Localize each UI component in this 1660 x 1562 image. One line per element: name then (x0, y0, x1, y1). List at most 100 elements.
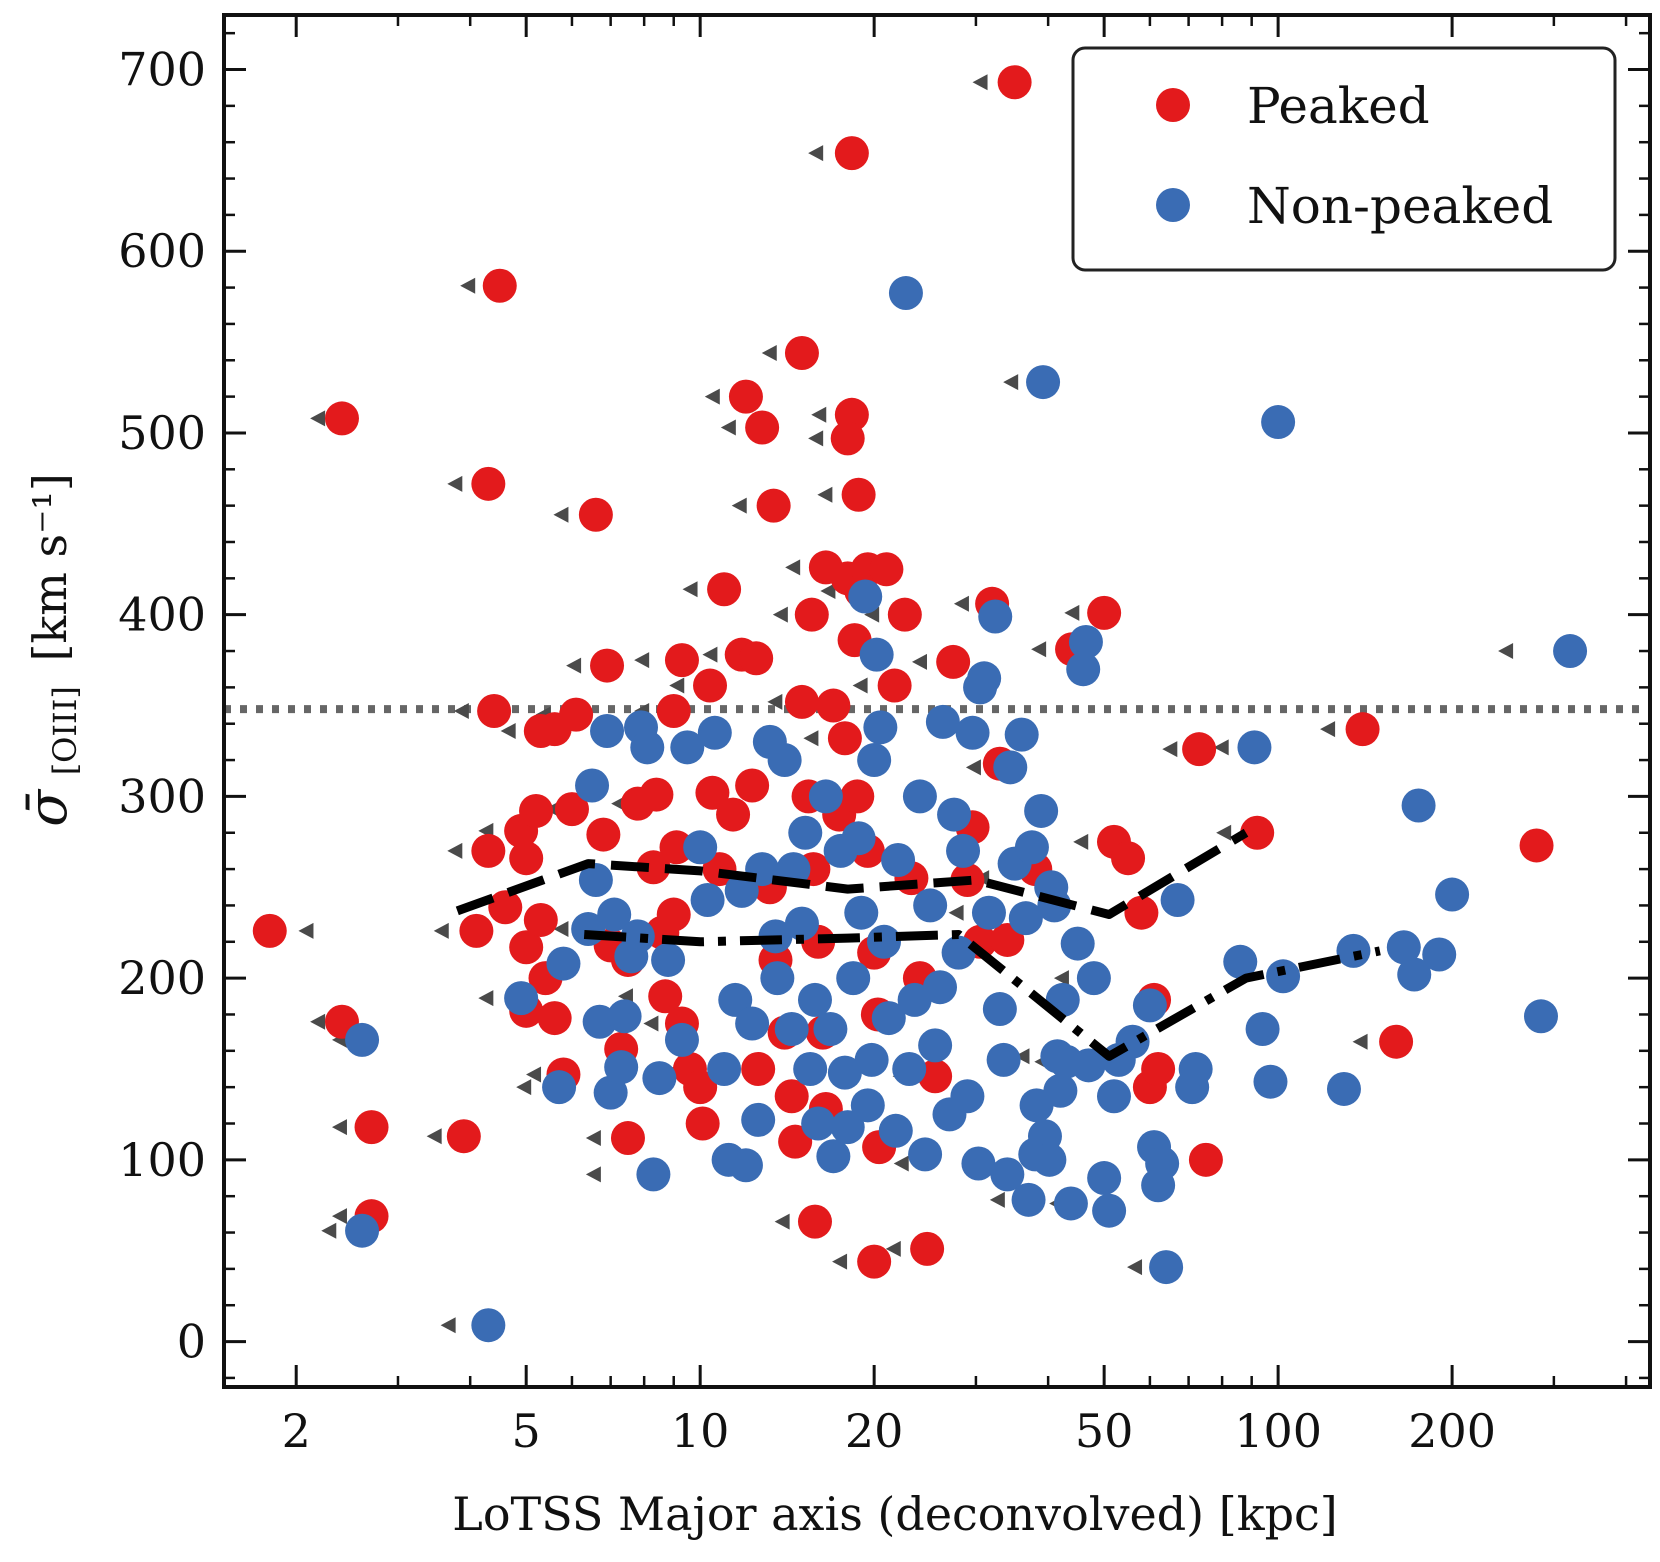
legend: Peaked Non-peaked (1071, 46, 1617, 272)
upper-limit-arrow (298, 922, 314, 939)
y-tick-label: 300 (118, 769, 206, 823)
point-peaked (685, 1106, 720, 1141)
point-peaked (877, 668, 912, 703)
point-peaked (741, 1051, 776, 1086)
point-non-peaked (978, 599, 1013, 634)
point-non-peaked (993, 750, 1028, 785)
upper-limit-arrow (634, 652, 650, 669)
upper-limit-arrow (885, 1240, 901, 1257)
x-tick-label: 2 (282, 1404, 311, 1458)
trend-lines (455, 828, 1381, 1061)
upper-limit-arrow (310, 410, 326, 427)
point-non-peaked (1092, 1193, 1127, 1228)
point-non-peaked (1435, 877, 1470, 912)
point-non-peaked (892, 1051, 927, 1086)
point-non-peaked (1076, 961, 1111, 996)
x-tick-label: 20 (845, 1404, 904, 1458)
x-tick-label: 10 (671, 1404, 730, 1458)
upper-limit-arrow (965, 759, 981, 776)
x-tick-label: 200 (1408, 1404, 1496, 1458)
point-non-peaked (1253, 1064, 1288, 1099)
point-non-peaked (888, 276, 923, 311)
upper-limit-arrow (1031, 641, 1047, 658)
point-non-peaked (941, 935, 976, 970)
point-peaked (683, 1070, 718, 1105)
point-peaked (756, 488, 791, 523)
point-peaked (648, 979, 683, 1014)
point-non-peaked (808, 779, 843, 814)
point-peaked (324, 401, 359, 436)
point-peaked (636, 850, 671, 885)
upper-limit-arrow (702, 646, 718, 663)
upper-limit-arrow (331, 1119, 347, 1136)
upper-limit-arrow (774, 1213, 790, 1230)
point-non-peaked (1024, 793, 1059, 828)
upper-limit-arrow (767, 693, 783, 710)
point-peaked (590, 648, 625, 683)
upper-limit-arrow (720, 419, 736, 436)
upper-limit-arrow (808, 145, 824, 162)
point-peaked (739, 641, 774, 676)
point-non-peaked (1397, 957, 1432, 992)
point-non-peaked (967, 661, 1002, 696)
point-peaked (1182, 732, 1217, 767)
axes (222, 13, 1652, 1389)
svg-text:σ̄ [OIII] [km s⁻¹]: σ̄ [OIII] [km s⁻¹] (16, 473, 87, 827)
upper-limit-arrow (820, 583, 836, 600)
point-peaked (910, 1231, 945, 1266)
legend-label-peaked: Peaked (1247, 77, 1430, 135)
upper-limit-arrow (643, 1015, 659, 1032)
x-tick-label: 100 (1234, 1404, 1322, 1458)
y-tick-label: 100 (118, 1133, 206, 1187)
point-peaked (784, 684, 819, 719)
legend-marker-non-peaked (1156, 188, 1190, 222)
point-non-peaked (345, 1022, 380, 1057)
upper-limit-arrow (864, 606, 880, 623)
point-non-peaked (636, 1157, 671, 1192)
point-peaked (869, 552, 904, 587)
point-non-peaked (793, 1051, 828, 1086)
point-non-peaked (866, 924, 901, 959)
point-non-peaked (1014, 830, 1049, 865)
point-peaked (252, 913, 287, 948)
point-peaked (834, 136, 869, 171)
point-peaked (887, 597, 922, 632)
point-non-peaked (767, 743, 802, 778)
point-peaked (537, 1001, 572, 1036)
point-peaked (1124, 895, 1159, 930)
upper-limit-arrow (585, 1166, 601, 1183)
point-peaked (354, 1110, 389, 1145)
upper-limit-arrow (893, 1155, 909, 1172)
point-non-peaked (630, 730, 665, 765)
point-non-peaked (1149, 1250, 1184, 1285)
point-non-peaked (937, 797, 972, 832)
upper-limit-arrow (761, 345, 777, 362)
upper-limit-arrow (911, 653, 927, 670)
point-non-peaked (728, 1148, 763, 1183)
point-peaked (997, 65, 1032, 100)
data-points (252, 65, 1588, 1343)
upper-limit-arrow (1064, 604, 1080, 621)
point-peaked (586, 817, 621, 852)
point-peaked (728, 379, 763, 414)
point-non-peaked (881, 843, 916, 878)
upper-limit-arrow (1127, 1259, 1143, 1276)
point-non-peaked (345, 1213, 380, 1248)
point-peaked (716, 797, 751, 832)
point-peaked (519, 793, 554, 828)
point-non-peaked (504, 981, 539, 1016)
point-non-peaked (816, 1139, 851, 1174)
point-non-peaked (1008, 901, 1043, 936)
y-tick-label: 500 (118, 406, 206, 460)
point-peaked (1087, 595, 1122, 630)
point-non-peaked (542, 1070, 577, 1105)
point-non-peaked (897, 982, 932, 1017)
point-non-peaked (902, 779, 937, 814)
point-non-peaked (1068, 624, 1103, 659)
point-non-peaked (990, 1157, 1025, 1192)
point-non-peaked (1011, 1182, 1046, 1217)
y-axis-title-subscript: [OIII] (46, 686, 84, 775)
point-peaked (559, 697, 594, 732)
point-peaked (554, 792, 589, 827)
